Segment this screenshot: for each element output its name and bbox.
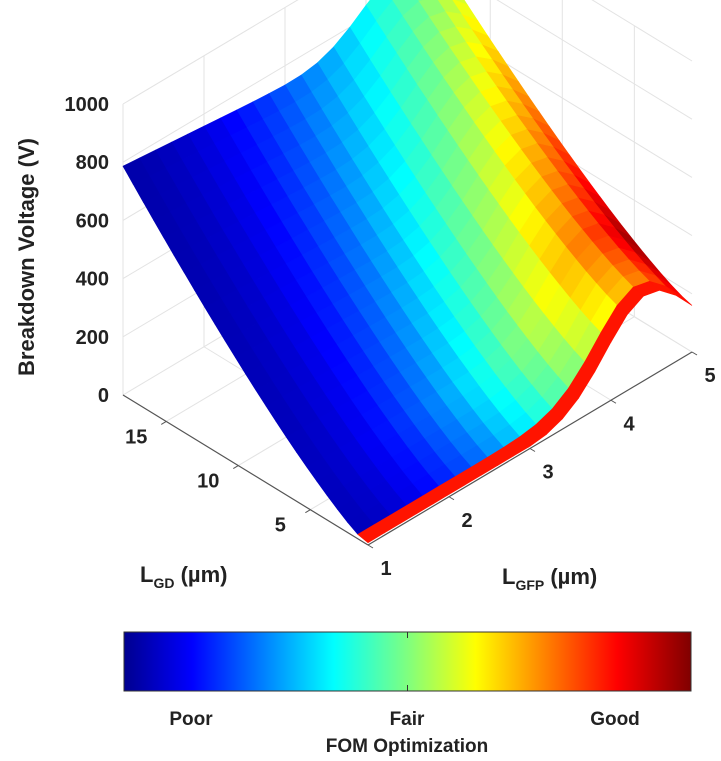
x-tick-label: 15	[125, 426, 147, 448]
surface-patch	[357, 524, 385, 544]
y-tick-label: 3	[542, 462, 553, 484]
y-tick-mark	[448, 496, 455, 501]
x-axis-ticks: 5 10 15	[125, 421, 311, 537]
x-tick-label: 5	[275, 515, 286, 537]
y-tick-mark	[367, 544, 374, 549]
colorbar	[123, 631, 692, 692]
y-tick-mark	[610, 399, 617, 404]
z-tick-label: 600	[76, 210, 109, 232]
z-axis-ticks: 0 200 400 600 800 1000	[65, 94, 110, 407]
y-tick-mark	[691, 351, 698, 356]
z-tick-label: 400	[76, 269, 109, 291]
x-axis-line	[122, 394, 369, 546]
x-tick-mark	[233, 465, 239, 470]
y-axis-title: LGFP (µm)	[502, 564, 597, 593]
colorbar-title: FOM Optimization	[326, 736, 489, 757]
z-tick-label: 800	[76, 152, 109, 174]
y-tick-mark	[529, 448, 536, 452]
z-tick-label: 0	[98, 385, 109, 407]
surface-plot	[122, 0, 693, 544]
colorbar-label-fair: Fair	[390, 709, 425, 730]
x-tick-label: 10	[197, 471, 219, 493]
z-axis-title: Breakdown Voltage (V)	[14, 138, 39, 376]
y-tick-label: 2	[461, 510, 472, 532]
z-tick-label: 200	[76, 327, 109, 349]
colorbar-label-poor: Poor	[169, 709, 213, 730]
y-tick-label: 1	[380, 558, 391, 580]
z-tick-label: 1000	[65, 94, 110, 116]
x-axis-title: LGD (µm)	[140, 562, 227, 591]
y-tick-label: 4	[623, 413, 635, 435]
surface-patch	[665, 285, 693, 306]
colorbar-label-good: Good	[590, 709, 640, 730]
x-tick-mark	[160, 421, 167, 425]
y-tick-label: 5	[704, 365, 715, 387]
y-axis-ticks: 1 2 3 4 5	[367, 351, 716, 580]
x-tick-mark	[305, 509, 311, 514]
